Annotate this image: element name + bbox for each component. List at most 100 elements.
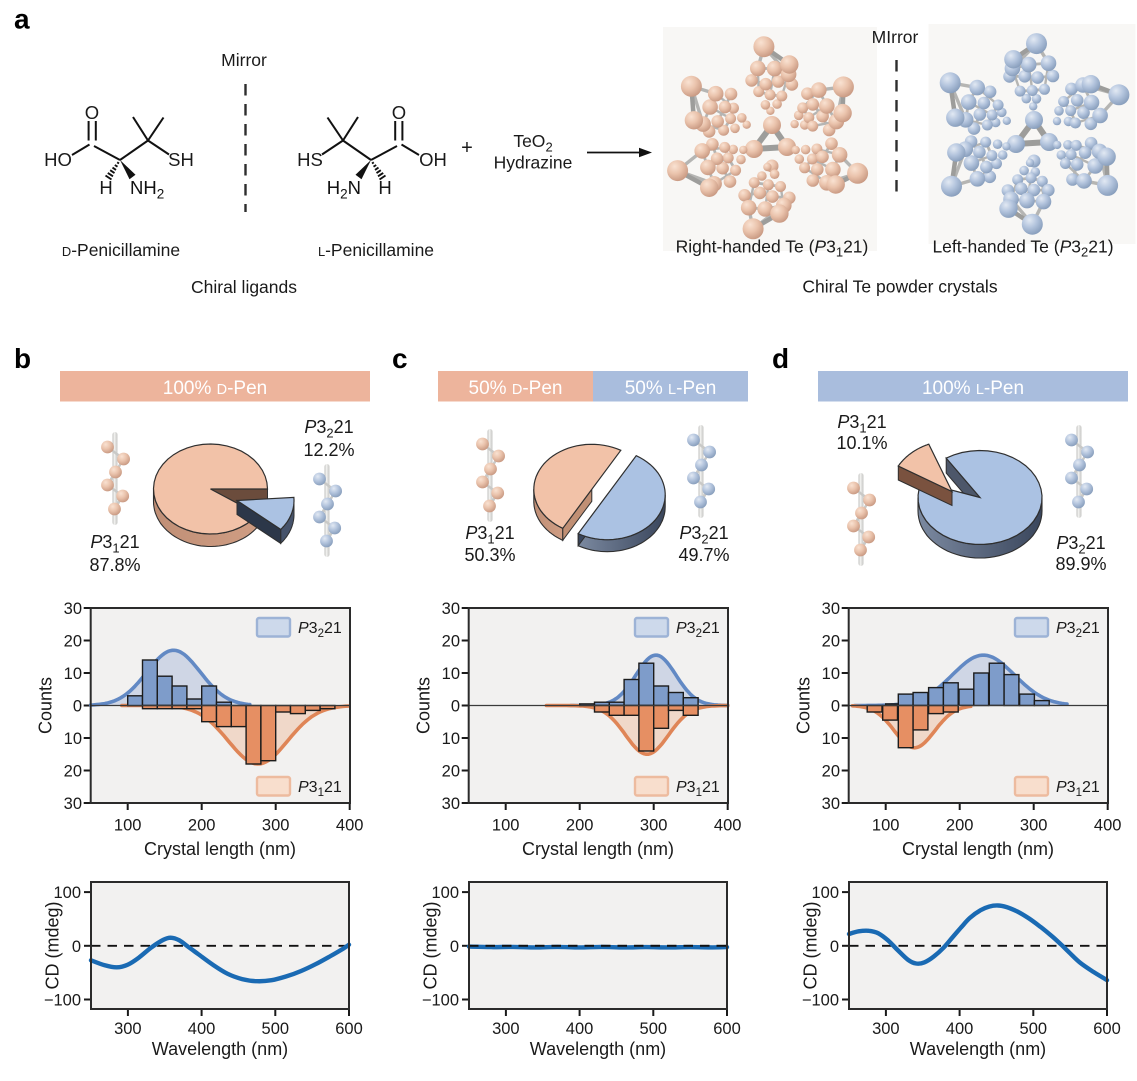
svg-text:−100: −100 xyxy=(422,992,459,1010)
svg-text:100: 100 xyxy=(872,817,900,835)
svg-text:0: 0 xyxy=(450,938,459,956)
svg-text:Chiral ligands: Chiral ligands xyxy=(191,277,297,297)
svg-text:400: 400 xyxy=(566,1020,594,1038)
svg-text:300: 300 xyxy=(640,817,668,835)
svg-text:30: 30 xyxy=(442,600,460,618)
svg-text:TeO2: TeO2 xyxy=(513,131,552,155)
svg-text:30: 30 xyxy=(822,600,840,618)
svg-text:OH: OH xyxy=(419,149,447,170)
svg-text:20: 20 xyxy=(822,763,840,781)
svg-text:10: 10 xyxy=(442,730,460,748)
svg-text:Hydrazine: Hydrazine xyxy=(494,153,573,173)
svg-text:P3221: P3221 xyxy=(1056,533,1105,557)
svg-text:20: 20 xyxy=(442,633,460,651)
svg-text:P3121: P3121 xyxy=(465,523,514,547)
svg-text:30: 30 xyxy=(64,600,82,618)
svg-text:400: 400 xyxy=(714,817,742,835)
svg-text:10.1%: 10.1% xyxy=(836,433,887,453)
svg-text:100: 100 xyxy=(53,884,81,902)
svg-text:HS: HS xyxy=(297,149,323,170)
svg-text:50% L-Pen: 50% L-Pen xyxy=(625,378,717,399)
svg-text:Chiral Te powder crystals: Chiral Te powder crystals xyxy=(802,277,997,297)
svg-text:D-Penicillamine: D-Penicillamine xyxy=(62,240,180,260)
svg-text:c: c xyxy=(392,343,408,374)
svg-text:MIrror: MIrror xyxy=(872,27,919,47)
svg-text:300: 300 xyxy=(262,817,290,835)
svg-text:Mirror: Mirror xyxy=(221,50,267,70)
svg-text:P3221: P3221 xyxy=(679,523,728,547)
svg-text:Crystal length (nm): Crystal length (nm) xyxy=(522,839,674,859)
svg-text:P3121: P3121 xyxy=(90,532,139,556)
svg-text:−100: −100 xyxy=(44,992,81,1010)
svg-text:100: 100 xyxy=(114,817,142,835)
svg-text:20: 20 xyxy=(442,763,460,781)
svg-text:0: 0 xyxy=(831,698,840,716)
svg-text:600: 600 xyxy=(335,1020,363,1038)
svg-text:87.8%: 87.8% xyxy=(89,555,140,575)
svg-text:H: H xyxy=(378,177,391,198)
svg-text:Counts: Counts xyxy=(794,677,814,734)
svg-text:10: 10 xyxy=(64,730,82,748)
svg-text:+: + xyxy=(461,137,473,159)
svg-text:500: 500 xyxy=(262,1020,290,1038)
svg-text:400: 400 xyxy=(188,1020,216,1038)
svg-text:89.9%: 89.9% xyxy=(1055,554,1106,574)
svg-text:10: 10 xyxy=(442,665,460,683)
svg-text:600: 600 xyxy=(1093,1020,1121,1038)
svg-text:d: d xyxy=(772,343,789,374)
svg-text:Crystal length (nm): Crystal length (nm) xyxy=(902,839,1054,859)
svg-text:30: 30 xyxy=(442,795,460,813)
svg-text:400: 400 xyxy=(336,817,364,835)
svg-text:20: 20 xyxy=(64,633,82,651)
svg-text:−100: −100 xyxy=(802,992,839,1010)
svg-text:0: 0 xyxy=(72,938,81,956)
svg-text:300: 300 xyxy=(114,1020,142,1038)
svg-text:L-Penicillamine: L-Penicillamine xyxy=(318,240,434,260)
svg-text:30: 30 xyxy=(822,795,840,813)
svg-text:0: 0 xyxy=(451,698,460,716)
svg-text:20: 20 xyxy=(64,763,82,781)
svg-text:O: O xyxy=(85,102,99,123)
svg-text:b: b xyxy=(14,343,31,374)
svg-text:10: 10 xyxy=(64,665,82,683)
svg-text:30: 30 xyxy=(64,795,82,813)
svg-text:HO: HO xyxy=(44,149,72,170)
svg-text:400: 400 xyxy=(946,1020,974,1038)
svg-text:SH: SH xyxy=(168,149,194,170)
svg-text:12.2%: 12.2% xyxy=(303,440,354,460)
svg-text:CD (mdeg): CD (mdeg) xyxy=(801,901,821,989)
svg-text:100% D-Pen: 100% D-Pen xyxy=(163,378,268,399)
svg-text:10: 10 xyxy=(822,730,840,748)
svg-text:0: 0 xyxy=(830,938,839,956)
svg-text:P3121: P3121 xyxy=(837,412,886,436)
svg-text:Wavelength (nm): Wavelength (nm) xyxy=(910,1039,1046,1059)
svg-text:100: 100 xyxy=(492,817,520,835)
svg-text:20: 20 xyxy=(822,633,840,651)
svg-text:400: 400 xyxy=(1094,817,1122,835)
svg-text:Counts: Counts xyxy=(36,677,56,734)
svg-text:10: 10 xyxy=(822,665,840,683)
svg-text:50.3%: 50.3% xyxy=(464,545,515,565)
svg-text:50% D-Pen: 50% D-Pen xyxy=(469,378,563,399)
svg-text:500: 500 xyxy=(640,1020,668,1038)
svg-text:100: 100 xyxy=(811,884,839,902)
svg-text:300: 300 xyxy=(492,1020,520,1038)
svg-text:49.7%: 49.7% xyxy=(678,545,729,565)
svg-text:300: 300 xyxy=(872,1020,900,1038)
svg-text:600: 600 xyxy=(713,1020,741,1038)
svg-text:NH2: NH2 xyxy=(130,177,164,202)
svg-text:Counts: Counts xyxy=(414,677,434,734)
svg-text:Wavelength (nm): Wavelength (nm) xyxy=(530,1039,666,1059)
svg-text:0: 0 xyxy=(73,698,82,716)
svg-text:P3221: P3221 xyxy=(304,417,353,441)
svg-text:200: 200 xyxy=(188,817,216,835)
svg-text:H2N: H2N xyxy=(327,177,361,202)
svg-text:200: 200 xyxy=(566,817,594,835)
svg-text:CD (mdeg): CD (mdeg) xyxy=(43,901,63,989)
svg-text:Wavelength (nm): Wavelength (nm) xyxy=(152,1039,288,1059)
svg-text:O: O xyxy=(392,102,406,123)
svg-text:500: 500 xyxy=(1020,1020,1048,1038)
svg-text:300: 300 xyxy=(1020,817,1048,835)
svg-text:100% L-Pen: 100% L-Pen xyxy=(922,378,1024,399)
svg-text:200: 200 xyxy=(946,817,974,835)
